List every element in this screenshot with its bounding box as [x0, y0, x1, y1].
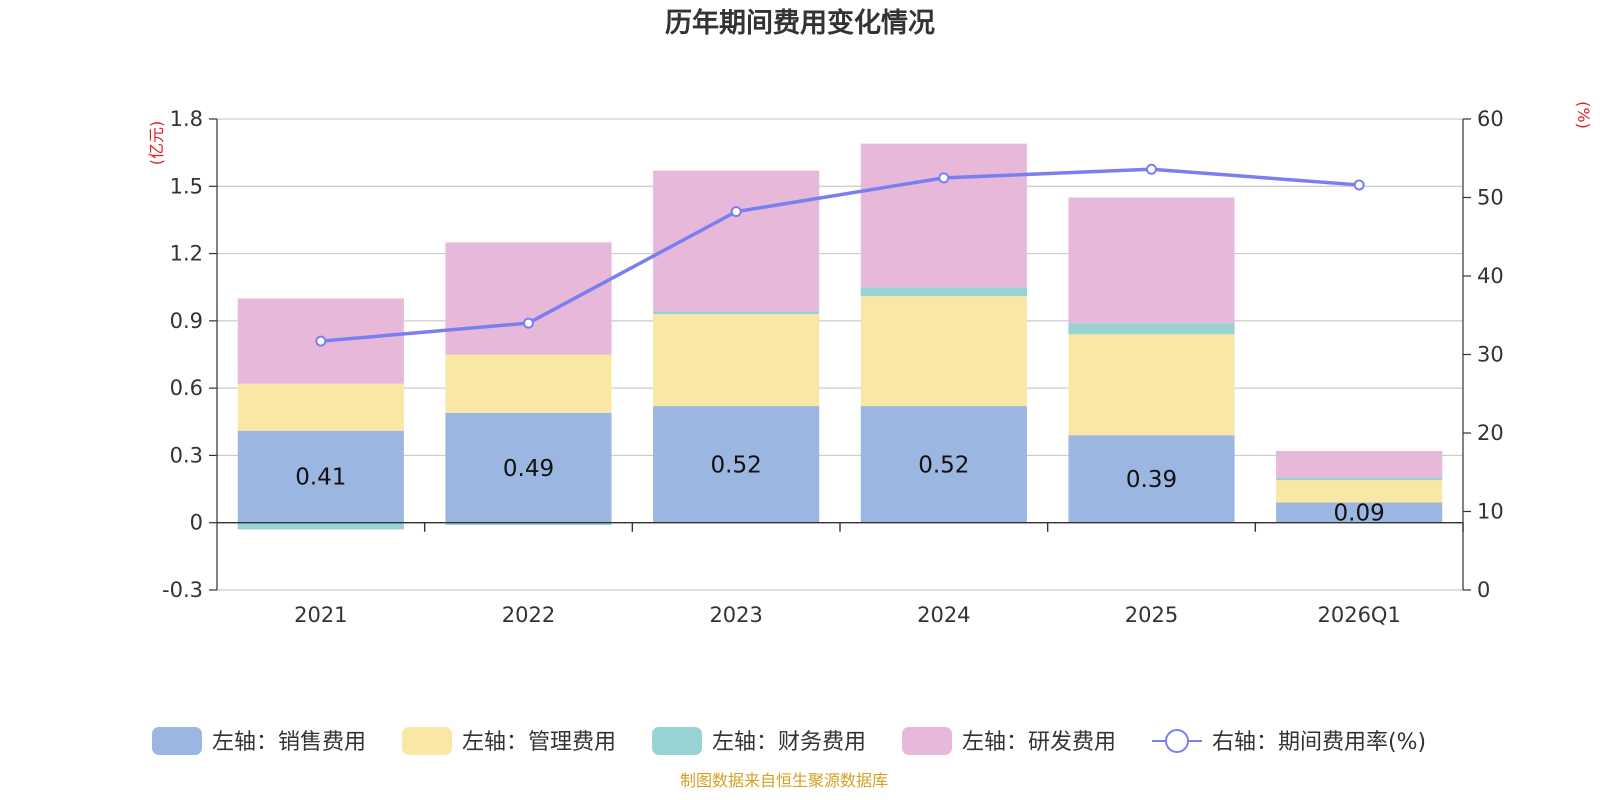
- source-note: 制图数据来自恒生聚源数据库: [680, 771, 888, 790]
- left-tick-label: 1.5: [170, 174, 203, 198]
- bar-segment[interactable]: [445, 522, 612, 525]
- legend-swatch: [652, 727, 702, 755]
- bar-segment[interactable]: [860, 406, 1027, 523]
- rate-line-point[interactable]: [1353, 179, 1365, 191]
- bar-segment[interactable]: [1068, 197, 1235, 324]
- right-tick-label: 0: [1477, 578, 1490, 602]
- legend-label: 左轴：财务费用: [712, 730, 866, 755]
- left-tick-label: 0.3: [170, 443, 203, 467]
- rate-line-point[interactable]: [938, 172, 950, 184]
- bar-segment[interactable]: [653, 311, 820, 315]
- legend-item[interactable]: 左轴：管理费用: [402, 727, 616, 755]
- bar-data-label: 0.52: [711, 452, 762, 478]
- left-tick-label: -0.3: [162, 578, 203, 602]
- legend-swatch: [902, 727, 952, 755]
- axes: [209, 118, 1471, 591]
- bar-segment[interactable]: [445, 412, 612, 523]
- bar-segment[interactable]: [860, 296, 1027, 407]
- bar-segment[interactable]: [1276, 480, 1443, 503]
- rate-line-path: [320, 167, 1360, 343]
- x-tick-label: 2024: [917, 603, 970, 627]
- legend[interactable]: 左轴：销售费用 左轴：管理费用 左轴：财务费用 左轴：研发费用 右轴：期间费用率(%): [152, 727, 1426, 755]
- bar-data-label: 0.09: [1334, 501, 1385, 527]
- bar-segment[interactable]: [445, 242, 612, 355]
- legend-marker: [1165, 729, 1189, 753]
- right-tick-label: 10: [1477, 500, 1504, 524]
- legend-label: 右轴：期间费用率(%): [1212, 730, 1426, 755]
- x-tick-label: 2023: [709, 603, 762, 627]
- legend-label: 左轴：研发费用: [962, 730, 1116, 755]
- bar-segment[interactable]: [1068, 334, 1235, 436]
- bar-data-label: 0.52: [918, 452, 969, 478]
- left-tick-label: 0.6: [170, 376, 203, 400]
- left-tick-label: 1.8: [170, 107, 203, 131]
- bar-segment[interactable]: [237, 430, 404, 523]
- right-tick-label: 30: [1477, 343, 1504, 367]
- legend-item[interactable]: 左轴：财务费用: [652, 727, 866, 755]
- bar-segment[interactable]: [1276, 502, 1443, 523]
- bar-segment[interactable]: [1276, 477, 1443, 481]
- bars: [237, 143, 1443, 530]
- legend-swatch: [152, 727, 202, 755]
- legend-item[interactable]: 右轴：期间费用率(%): [1152, 729, 1426, 755]
- rate-line-point[interactable]: [523, 317, 534, 329]
- bar-segment[interactable]: [1276, 450, 1443, 478]
- rate-line: [315, 163, 1365, 347]
- chart-title: 历年期间费用变化情况: [665, 7, 935, 39]
- bar-data-label: 0.49: [503, 456, 554, 482]
- data-labels: 0.41 0.49 0.52 0.52 0.39 0.09: [295, 452, 1385, 526]
- legend-item[interactable]: 左轴：销售费用: [152, 727, 366, 755]
- left-tick-label: 0: [190, 511, 203, 535]
- left-tick-label: 1.2: [170, 242, 203, 266]
- bar-segment[interactable]: [1068, 435, 1235, 523]
- left-tick-label: 0.9: [170, 309, 203, 333]
- right-tick-label: 20: [1477, 421, 1504, 445]
- legend-swatch: [402, 727, 452, 755]
- tick-labels: -0.3 0 0.3 0.6 0.9 1.2 1.5 1.8 0 10 20 30 40 50 60 2021…: [162, 107, 1504, 627]
- x-tick-label: 2021: [294, 603, 347, 627]
- legend-item[interactable]: 左轴：研发费用: [902, 727, 1116, 755]
- rate-line-point[interactable]: [315, 335, 327, 347]
- bar-segment[interactable]: [653, 314, 820, 407]
- rate-line-point[interactable]: [1146, 163, 1157, 175]
- bar-segment[interactable]: [237, 383, 404, 431]
- bar-segment[interactable]: [653, 406, 820, 523]
- bar-data-label: 0.39: [1126, 467, 1177, 493]
- bar-segment[interactable]: [237, 522, 404, 530]
- right-tick-label: 40: [1477, 264, 1504, 288]
- legend-label: 左轴：管理费用: [462, 730, 616, 755]
- bar-segment[interactable]: [860, 287, 1027, 297]
- left-axis-unit: (亿元): [147, 121, 166, 166]
- right-tick-label: 50: [1477, 186, 1504, 210]
- x-tick-label: 2026Q1: [1317, 603, 1400, 627]
- bar-segment[interactable]: [860, 143, 1027, 288]
- x-tick-label: 2022: [502, 603, 555, 627]
- rate-line-point[interactable]: [730, 206, 742, 218]
- right-tick-label: 60: [1477, 107, 1504, 131]
- bar-data-label: 0.41: [295, 465, 346, 491]
- bar-segment[interactable]: [1068, 323, 1235, 335]
- x-tick-label: 2025: [1125, 603, 1178, 627]
- legend-label: 左轴：销售费用: [212, 730, 366, 755]
- bar-segment[interactable]: [445, 354, 612, 413]
- right-axis-unit: (%): [1574, 101, 1593, 129]
